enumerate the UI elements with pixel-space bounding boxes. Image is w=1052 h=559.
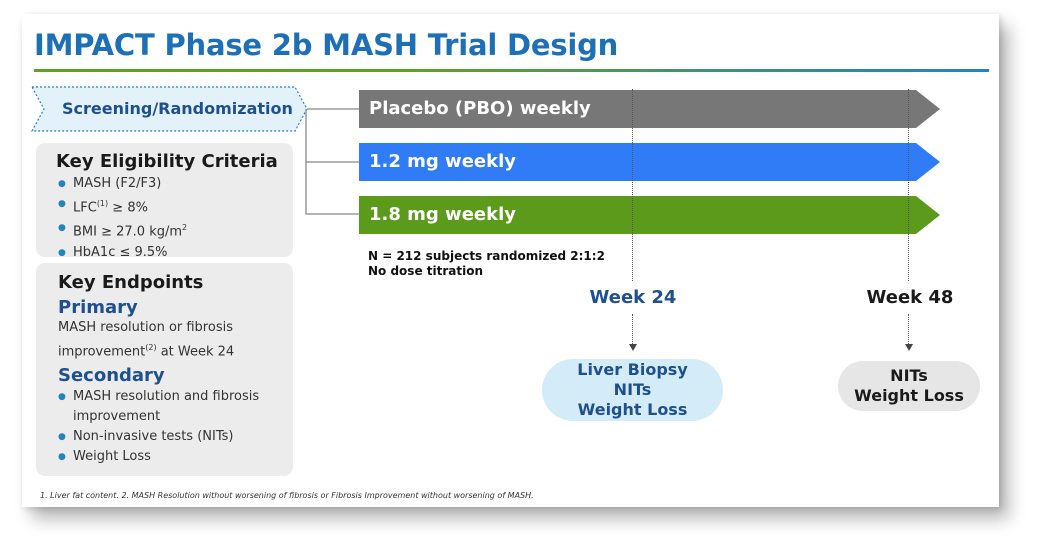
week-48-dotted-line: [908, 89, 909, 281]
week-24-label: Week 24: [589, 287, 677, 308]
slide-title: IMPACT Phase 2b MASH Trial Design: [34, 28, 619, 62]
week-48-arrow-line: [908, 314, 909, 344]
primary-endpoint-title: Primary: [58, 297, 138, 318]
screening-chevron: [30, 86, 308, 132]
footnote-ref: (1): [96, 199, 109, 208]
secondary-endpoint-item: Non-invasive tests (NITs): [54, 427, 269, 447]
week-24-assessments: Liver Biopsy NITs Weight Loss: [542, 359, 723, 421]
primary-endpoint-text: MASH resolution or fibrosis improvement(…: [58, 320, 235, 360]
endpoints-title: Key Endpoints: [58, 272, 204, 293]
week-24-dotted-line: [632, 89, 633, 281]
superscript: 2: [182, 223, 188, 233]
arm-placebo: Placebo (PBO) weekly: [359, 90, 940, 128]
week-48-assessments: NITs Weight Loss: [838, 361, 980, 411]
arm-1-2mg: 1.2 mg weekly: [359, 143, 940, 181]
arrow-head: [916, 143, 940, 181]
title-divider: [34, 69, 989, 72]
week-48-label: Week 48: [866, 287, 954, 308]
arm-1-8mg: 1.8 mg weekly: [359, 196, 940, 234]
arm-1-8mg-bar: 1.8 mg weekly: [359, 196, 916, 234]
eligibility-list: MASH (F2/F3) LFC(1) ≥ 8% BMI ≥ 27.0 kg/m…: [54, 174, 187, 263]
secondary-endpoint-title: Secondary: [58, 365, 165, 386]
secondary-endpoint-item: Weight Loss: [54, 447, 269, 467]
screening-connector-graphic: [30, 86, 359, 215]
arm-1-2mg-bar: 1.2 mg weekly: [359, 143, 916, 181]
arrow-down-icon: [629, 344, 637, 351]
randomization-note: N = 212 subjects randomized 2:1:2 No dos…: [368, 249, 605, 278]
arrow-head: [916, 196, 940, 234]
eligibility-item: LFC(1) ≥ 8%: [54, 194, 187, 218]
eligibility-item: HbA1c ≤ 9.5%: [54, 243, 187, 263]
eligibility-item: MASH (F2/F3): [54, 174, 187, 194]
eligibility-title: Key Eligibility Criteria: [56, 151, 278, 172]
footnote-ref: (2): [145, 343, 157, 352]
arrow-head: [916, 90, 940, 128]
eligibility-panel: Key Eligibility Criteria MASH (F2/F3) LF…: [36, 143, 293, 263]
endpoints-panel: Key Endpoints Primary MASH resolution or…: [36, 263, 293, 476]
screening-label: Screening/Randomization: [62, 99, 293, 118]
secondary-endpoint-list: MASH resolution and fibrosis improvement…: [54, 387, 269, 467]
connector-to-arm-3: [305, 162, 359, 215]
slide: IMPACT Phase 2b MASH Trial Design Screen…: [22, 14, 999, 507]
arm-placebo-bar: Placebo (PBO) weekly: [359, 90, 916, 128]
eligibility-item: BMI ≥ 27.0 kg/m2: [54, 218, 187, 242]
footnote: 1. Liver fat content. 2. MASH Resolution…: [40, 491, 534, 500]
secondary-endpoint-item: MASH resolution and fibrosis improvement: [54, 387, 269, 427]
arrow-down-icon: [905, 344, 913, 351]
connector-to-arm-2: [305, 109, 359, 163]
week-24-arrow-line: [632, 314, 633, 344]
